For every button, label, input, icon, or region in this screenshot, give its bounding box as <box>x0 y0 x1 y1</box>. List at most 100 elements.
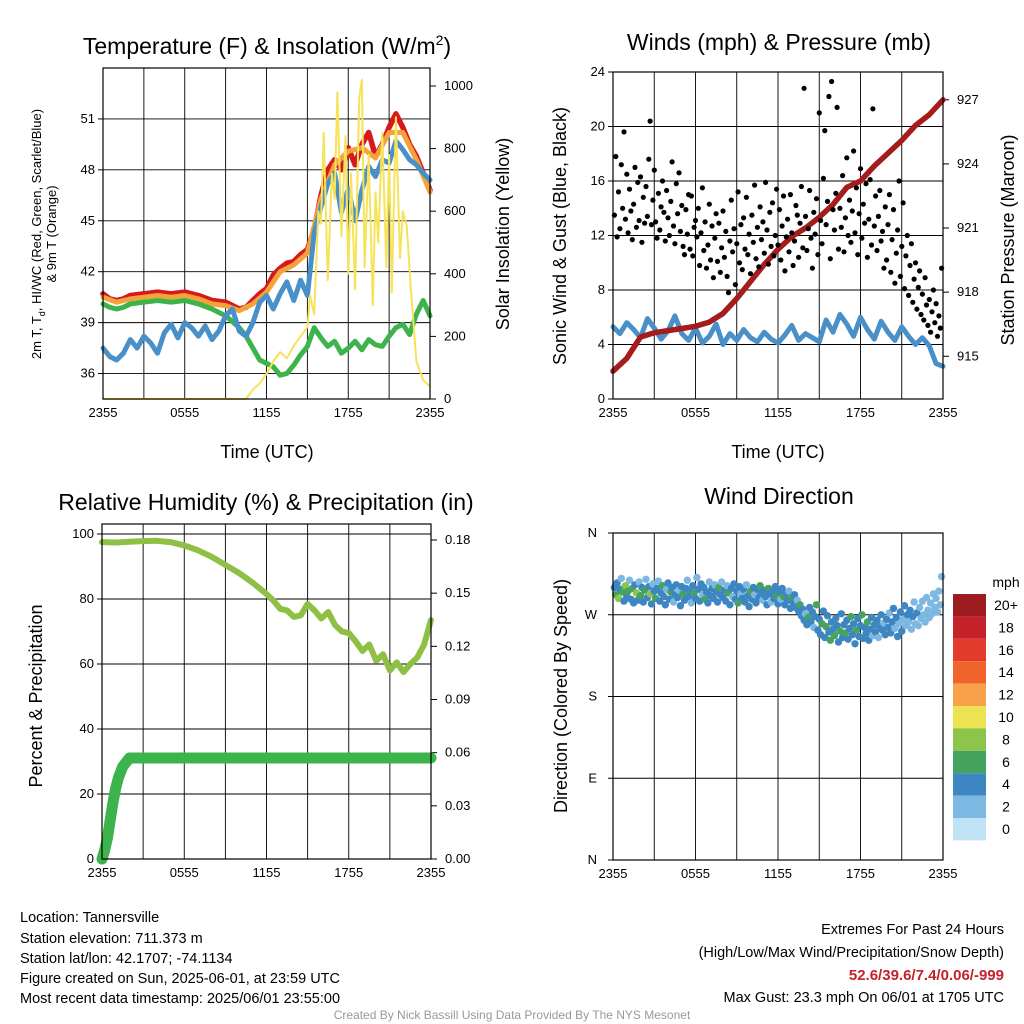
gust-point <box>919 291 926 297</box>
y-right-tick-label: 918 <box>957 284 979 299</box>
humidity-y-axis-label: Percent & Precipitation <box>26 604 46 787</box>
gust-point <box>626 186 633 192</box>
gust-point <box>768 243 774 249</box>
gust-point <box>635 179 641 185</box>
gust-point <box>697 262 703 269</box>
direction-point <box>867 613 876 622</box>
gust-point <box>921 317 927 323</box>
gust-point <box>881 265 887 271</box>
direction-point <box>877 611 885 619</box>
gust-point <box>772 232 778 239</box>
legend-label: 8 <box>1002 731 1010 747</box>
gust-point <box>765 261 772 267</box>
direction-panel-title: Wind Direction <box>704 483 854 509</box>
gust-point <box>895 227 901 233</box>
temp9m-line <box>100 130 433 314</box>
gust-point <box>859 235 865 241</box>
y-right-tick-label: 1000 <box>444 78 473 93</box>
gust-point <box>827 256 833 262</box>
gust-point <box>705 242 711 248</box>
humidity-plot-frame <box>101 523 432 860</box>
direction-point <box>683 576 691 584</box>
rh-line <box>99 537 434 676</box>
y-tick-label: 4 <box>598 337 605 352</box>
direction-point <box>673 593 682 602</box>
gust-point <box>633 224 640 230</box>
gust-point <box>679 202 685 209</box>
humidity-panel-title: Relative Humidity (%) & Precipitation (i… <box>58 489 473 515</box>
direction-point <box>617 574 625 583</box>
x-tick-label: 1755 <box>334 865 363 880</box>
gust-point <box>885 222 891 228</box>
gust-point <box>848 239 854 245</box>
gust-point <box>926 296 932 303</box>
gust-point <box>793 202 799 209</box>
gust-point <box>824 198 831 204</box>
gust-point <box>720 208 726 214</box>
gust-point <box>779 223 785 229</box>
heatindex-line <box>100 138 433 363</box>
direction-point <box>896 608 905 616</box>
gust-point <box>695 205 701 211</box>
gust-point <box>912 260 919 266</box>
pressure-line <box>610 97 946 374</box>
gust-point <box>822 128 828 134</box>
gust-point <box>936 313 942 319</box>
gust-point <box>769 200 776 206</box>
gust-point <box>834 104 840 110</box>
y-tick-label: 24 <box>591 64 605 79</box>
gust-point <box>653 219 659 225</box>
temperature-tick-labels: 2355 0555 1155 1755 2355 36 39 42 45 48 51 0 200 400 6… <box>81 78 473 420</box>
direction-point <box>898 627 906 635</box>
gust-point <box>786 249 792 255</box>
gust-point <box>650 197 656 203</box>
legend-label: 12 <box>998 687 1014 703</box>
gust-point <box>893 250 899 256</box>
direction-point <box>785 587 793 595</box>
gust-point <box>684 231 690 237</box>
direction-point <box>907 625 916 633</box>
direction-plot-frame <box>612 532 944 861</box>
legend-label: 18 <box>998 619 1014 635</box>
temperature-panel-title: Temperature (F) & Insolation (W/m2) <box>83 32 451 59</box>
winds-grid <box>608 71 949 400</box>
direction-point <box>833 621 841 630</box>
y-tick-label: S <box>588 689 597 704</box>
direction-point <box>742 581 751 589</box>
pressure-axis-label: Station Pressure (Maroon) <box>998 134 1018 345</box>
y-tick-label: 0 <box>87 851 94 866</box>
x-tick-label: 1155 <box>253 405 281 420</box>
gust-point <box>800 245 806 251</box>
gust-point <box>676 170 682 176</box>
winds-y-axis-label: Sonic Wind & Gust (Blue, Black) <box>550 107 570 365</box>
temperature-plot-frame <box>102 67 431 400</box>
gust-point <box>782 268 788 274</box>
direction-point <box>910 598 918 606</box>
direction-panel: Wind Direction 2355 0555 1155 1755 2355NESWN… <box>551 483 1020 881</box>
gust-point <box>790 262 796 269</box>
gust-point <box>746 231 752 237</box>
gust-point <box>659 178 666 184</box>
y-tick-label: N <box>588 525 597 540</box>
direction-point <box>704 599 712 607</box>
insolation-line <box>102 78 431 400</box>
extremes-subtitle: (High/Low/Max Wind/Precipitation/Snow De… <box>699 945 1004 961</box>
gust-point <box>668 198 674 204</box>
gust-point <box>717 269 723 275</box>
direction-point <box>745 602 753 611</box>
gust-point <box>723 228 729 234</box>
max-gust-text: Max Gust: 23.3 mph On 06/01 at 1705 UTC <box>724 990 1004 1006</box>
gust-point <box>889 237 895 243</box>
direction-point <box>874 633 883 642</box>
gust-point <box>747 271 754 277</box>
humidity-series <box>96 537 437 865</box>
direction-point <box>730 580 738 588</box>
gust-point <box>868 242 875 248</box>
direction-point <box>807 618 815 626</box>
gust-point <box>910 299 916 305</box>
legend-swatch <box>953 706 986 729</box>
x-tick-label: 1755 <box>846 866 875 881</box>
direction-point <box>906 606 914 614</box>
gust-point <box>879 228 886 234</box>
y-tick-label: 8 <box>598 282 605 297</box>
